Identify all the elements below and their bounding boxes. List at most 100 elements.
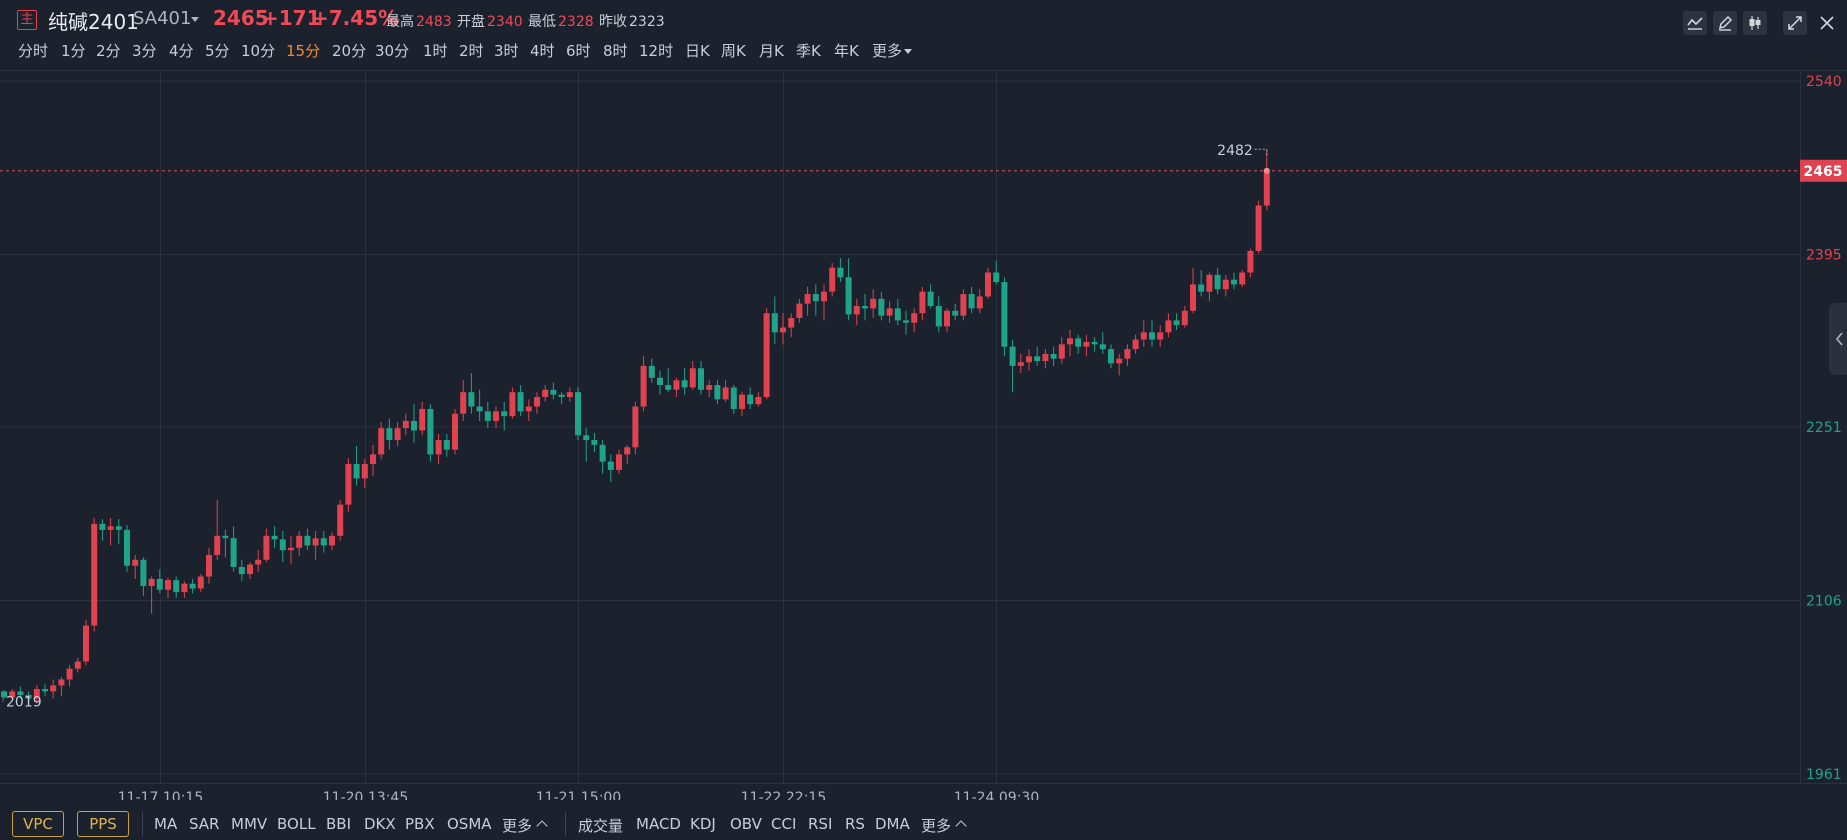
chevron-down-icon[interactable] [191, 17, 199, 22]
period-tab-19[interactable]: 月K [759, 42, 784, 60]
candle-body [140, 559, 147, 587]
period-tab-1[interactable]: 1分 [61, 42, 86, 60]
candle-body [271, 535, 278, 540]
y-tick-label: 2106 [1806, 593, 1842, 609]
stat-prev-close-label: 昨收 [599, 14, 627, 30]
candle-body [173, 580, 180, 593]
candle-body [853, 306, 860, 315]
period-tab-7[interactable]: 15分 [286, 42, 321, 60]
candle-body [165, 580, 171, 590]
period-tab-17[interactable]: 日K [685, 42, 710, 60]
indicator-sar[interactable]: SAR [189, 815, 220, 833]
indicator-pps[interactable]: PPS [77, 811, 129, 837]
stat-high-value: 2483 [416, 14, 452, 30]
sub-indicator-4[interactable]: CCI [771, 815, 797, 833]
candle-body [886, 308, 893, 316]
candle-body [739, 394, 745, 409]
period-tab-3[interactable]: 3分 [132, 42, 157, 60]
period-tab-21[interactable]: 年K [834, 42, 859, 60]
contract-code[interactable]: SA401 [133, 8, 192, 29]
indicator-ma[interactable]: MA [154, 815, 178, 833]
period-tab-10[interactable]: 1时 [423, 42, 448, 60]
period-tab-9[interactable]: 30分 [375, 42, 410, 60]
candle-body [845, 277, 852, 315]
indicator-mmv[interactable]: MMV [231, 815, 268, 833]
indicator-osma[interactable]: OSMA [447, 815, 492, 833]
period-tab-18[interactable]: 周K [721, 42, 746, 60]
candle-body [1222, 279, 1229, 290]
period-tab-16[interactable]: 12时 [639, 42, 674, 60]
sub-indicator-3[interactable]: OBV [730, 815, 762, 833]
stat-open-value: 2340 [487, 14, 523, 30]
candle-body [509, 392, 516, 417]
candle-body [386, 428, 393, 441]
candle-body [74, 661, 81, 669]
sub-indicator-5[interactable]: RSI [808, 815, 833, 833]
last-price: 2465 [213, 6, 269, 30]
candle-body [58, 679, 65, 686]
period-tab-2[interactable]: 2分 [96, 42, 121, 60]
indicator-vpc[interactable]: VPC [12, 811, 64, 837]
sub-indicator-1[interactable]: MACD [636, 815, 681, 833]
candle-body [493, 411, 499, 421]
period-tab-11[interactable]: 2时 [459, 42, 484, 60]
period-tab-0[interactable]: 分时 [18, 42, 49, 60]
sub-indicator-2[interactable]: KDJ [690, 815, 716, 833]
indicator-boll[interactable]: BOLL [277, 815, 316, 833]
indicator-bbi[interactable]: BBI [326, 815, 352, 833]
candle-body [534, 396, 540, 407]
candle-body [1058, 344, 1065, 359]
candle-body [640, 365, 647, 407]
candle-body [452, 413, 458, 450]
candle-body [927, 291, 934, 307]
main-indicator-more[interactable]: 更多 [502, 815, 548, 836]
close-icon[interactable] [1815, 11, 1839, 35]
draw-pen-icon[interactable] [1713, 11, 1737, 35]
quote-header: 主 纯碱2401 SA401 2465 +171 +7.45% 最高 2483 开… [0, 0, 1847, 38]
candle-body [542, 389, 549, 397]
candle-body [706, 385, 713, 390]
candle-body [206, 554, 212, 577]
candle-body [755, 396, 762, 405]
period-tab-4[interactable]: 4分 [169, 42, 194, 60]
candle-body [919, 291, 926, 314]
candle-body [312, 538, 319, 546]
candle-body [722, 387, 729, 400]
period-tab-12[interactable]: 3时 [494, 42, 519, 60]
side-panel-toggle[interactable] [1829, 303, 1847, 375]
candle-style-icon[interactable] [1743, 11, 1767, 35]
period-tab-20[interactable]: 季K [796, 42, 821, 60]
candle-body [665, 385, 672, 390]
period-tab-6[interactable]: 10分 [241, 42, 276, 60]
candle-body [1214, 274, 1221, 290]
candle-body [296, 535, 303, 548]
candle-body [132, 559, 139, 566]
sub-indicator-more[interactable]: 更多 [921, 815, 967, 836]
fullscreen-icon[interactable] [1783, 11, 1807, 35]
candle-body [1067, 338, 1073, 345]
candle-body [796, 303, 803, 318]
sub-indicator-0[interactable]: 成交量 [578, 817, 624, 835]
sub-indicator-7[interactable]: DMA [875, 815, 910, 833]
candle-body [468, 392, 475, 407]
indicator-icon[interactable] [1683, 11, 1707, 35]
x-tick-label: 11-20 13:45 [323, 790, 408, 800]
indicator-pbx[interactable]: PBX [405, 815, 435, 833]
candle-body [189, 583, 196, 589]
candle-body [1108, 349, 1114, 364]
period-tab-22[interactable]: 更多 [872, 40, 913, 61]
candle-body [1, 691, 7, 698]
period-tab-8[interactable]: 20分 [332, 42, 367, 60]
kline-chart[interactable]: 2540 2395 2251 2106 1961 11-17 10:15 11-20 13:… [0, 70, 1847, 800]
period-tab-14[interactable]: 6时 [566, 42, 591, 60]
period-tab-13[interactable]: 4时 [530, 42, 555, 60]
candle-body [304, 535, 311, 546]
candle-body [550, 389, 557, 395]
period-tab-5[interactable]: 5分 [205, 42, 230, 60]
last-price-dot [1263, 167, 1270, 174]
indicator-dkx[interactable]: DKX [364, 815, 396, 833]
period-tab-15[interactable]: 8时 [603, 42, 628, 60]
candle-body [771, 313, 778, 333]
sub-indicator-6[interactable]: RS [845, 815, 865, 833]
main-contract-badge: 主 [17, 10, 37, 30]
